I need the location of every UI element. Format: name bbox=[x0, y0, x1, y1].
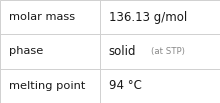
Text: 94 °C: 94 °C bbox=[109, 79, 142, 92]
Text: (at STP): (at STP) bbox=[151, 47, 185, 56]
Text: 136.13 g/mol: 136.13 g/mol bbox=[109, 11, 187, 24]
Text: molar mass: molar mass bbox=[9, 12, 75, 22]
Text: phase: phase bbox=[9, 46, 43, 57]
Text: solid: solid bbox=[109, 45, 136, 58]
Text: melting point: melting point bbox=[9, 81, 85, 91]
